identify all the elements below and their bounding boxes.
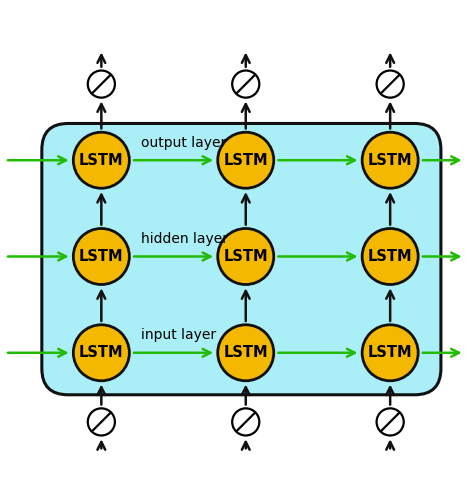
Text: LSTM: LSTM bbox=[79, 345, 124, 360]
Text: output layer: output layer bbox=[141, 136, 226, 150]
Text: LSTM: LSTM bbox=[368, 153, 412, 168]
Text: LSTM: LSTM bbox=[79, 153, 124, 168]
Circle shape bbox=[218, 132, 274, 188]
Circle shape bbox=[377, 71, 404, 98]
Text: LSTM: LSTM bbox=[223, 345, 268, 360]
Circle shape bbox=[362, 228, 418, 284]
Text: hidden layer: hidden layer bbox=[141, 232, 228, 246]
Circle shape bbox=[88, 408, 115, 435]
Circle shape bbox=[218, 228, 274, 284]
Circle shape bbox=[218, 325, 274, 381]
Text: LSTM: LSTM bbox=[368, 345, 412, 360]
Text: LSTM: LSTM bbox=[223, 153, 268, 168]
Circle shape bbox=[377, 408, 404, 435]
Text: LSTM: LSTM bbox=[79, 249, 124, 264]
Circle shape bbox=[232, 71, 259, 98]
FancyBboxPatch shape bbox=[42, 123, 441, 395]
Circle shape bbox=[362, 132, 418, 188]
Text: LSTM: LSTM bbox=[223, 249, 268, 264]
Circle shape bbox=[232, 408, 259, 435]
Circle shape bbox=[362, 325, 418, 381]
Text: input layer: input layer bbox=[141, 328, 216, 342]
Circle shape bbox=[88, 71, 115, 98]
Circle shape bbox=[73, 325, 129, 381]
Circle shape bbox=[73, 228, 129, 284]
Text: LSTM: LSTM bbox=[368, 249, 412, 264]
Circle shape bbox=[73, 132, 129, 188]
